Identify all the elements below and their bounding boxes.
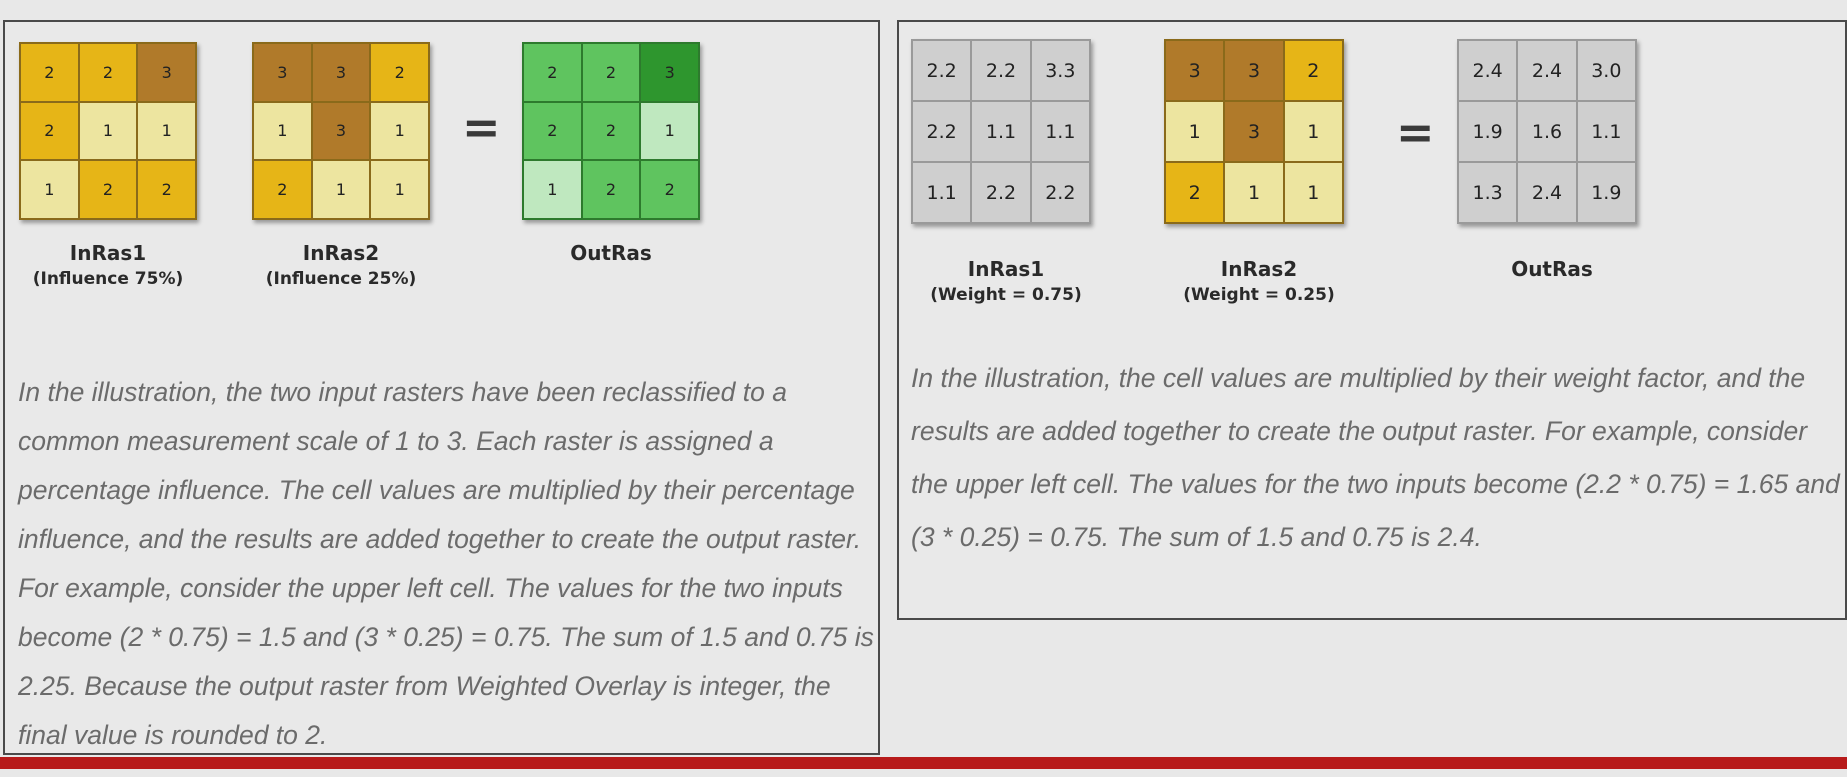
left-inras1-grid-cell: 2 bbox=[21, 102, 78, 160]
right-inras1-grid-cell: 2.2 bbox=[913, 102, 971, 161]
right-inras2-grid-cell: 1 bbox=[1284, 163, 1342, 222]
right-inras1-grid-cell: 2.2 bbox=[1031, 163, 1089, 222]
right-inras2-grid-cell: 3 bbox=[1225, 41, 1283, 100]
right-outras-grid-cell: 1.6 bbox=[1518, 102, 1576, 161]
left-inras2-grid-cell: 2 bbox=[371, 44, 428, 101]
right-outras-grid-cell: 2.4 bbox=[1518, 41, 1576, 100]
right-outras-grid-cell: 1.9 bbox=[1577, 163, 1635, 222]
right-outras-grid-cell: 1.1 bbox=[1577, 102, 1635, 161]
right-inras1-grid-cell: 3.3 bbox=[1031, 41, 1089, 100]
right-inras2-name: InRas2 bbox=[1220, 257, 1298, 281]
left-inras2-grid-cell: 3 bbox=[254, 44, 311, 101]
right-inras2-grid-cell: 3 bbox=[1225, 102, 1283, 161]
right-inras2-grid-cell: 1 bbox=[1225, 163, 1283, 222]
left-inras2-name: InRas2 bbox=[302, 241, 380, 265]
bottom-accent-bar bbox=[0, 757, 1847, 769]
right-outras-grid-cell: 2.4 bbox=[1459, 41, 1517, 100]
left-outras-grid-cell: 2 bbox=[582, 102, 640, 160]
right-inras2-grid-cell: 2 bbox=[1166, 163, 1224, 222]
right-inras2-grid-cell: 2 bbox=[1284, 41, 1342, 100]
right-inras1-grid-cell: 1.1 bbox=[913, 163, 971, 222]
left-outras-grid-cell: 2 bbox=[582, 161, 640, 218]
left-outras-grid-cell: 3 bbox=[641, 44, 698, 101]
left-inras1-label: InRas1 (Influence 75%) bbox=[19, 241, 197, 289]
right-inras1-grid: 2.2 2.2 3.3 2.2 1.1 1.1 1.1 2.2 2.2 bbox=[911, 39, 1091, 224]
right-outras-grid-cell: 1.3 bbox=[1459, 163, 1517, 222]
right-inras2-grid-cell: 1 bbox=[1284, 102, 1342, 161]
right-inras2-grid-cell: 3 bbox=[1166, 41, 1224, 100]
right-inras1-grid-cell: 1.1 bbox=[1031, 102, 1089, 161]
left-equals-sign: = bbox=[462, 100, 501, 154]
left-outras-name: OutRas bbox=[570, 241, 652, 265]
left-outras-grid-cell: 2 bbox=[582, 44, 640, 101]
left-outras-grid-cell: 1 bbox=[524, 161, 581, 218]
right-outras-grid-cell: 2.4 bbox=[1518, 163, 1576, 222]
right-inras1-name: InRas1 bbox=[967, 257, 1045, 281]
left-explanation-paragraph: In the illustration, the two input raste… bbox=[18, 377, 874, 750]
left-inras1-grid-cell: 2 bbox=[79, 161, 137, 218]
left-inras1-sub: (Influence 75%) bbox=[32, 269, 184, 289]
right-outras-grid-cell: 1.9 bbox=[1459, 102, 1517, 161]
left-inras2-grid-cell: 3 bbox=[312, 44, 370, 101]
left-inras1-grid-cell: 2 bbox=[79, 44, 137, 101]
left-inras2-grid-cell: 2 bbox=[254, 161, 311, 218]
left-inras1-grid-cell: 1 bbox=[79, 102, 137, 160]
left-inras2-grid-cell: 1 bbox=[312, 161, 370, 218]
right-inras1-grid-cell: 2.2 bbox=[972, 163, 1030, 222]
left-inras2-grid-cell: 1 bbox=[371, 102, 428, 160]
left-inras1-grid-cell: 2 bbox=[138, 161, 195, 218]
left-outras-grid-cell: 2 bbox=[524, 102, 581, 160]
left-outras-grid-cell: 2 bbox=[641, 161, 698, 218]
right-inras1-sub: (Weight = 0.75) bbox=[930, 285, 1082, 305]
left-inras2-grid-cell: 1 bbox=[254, 102, 311, 160]
left-inras2-grid-cell: 1 bbox=[371, 161, 428, 218]
left-outras-label: OutRas bbox=[522, 241, 700, 265]
left-inras2-label: InRas2 (Influence 25%) bbox=[252, 241, 430, 289]
left-inras1-grid-cell: 2 bbox=[21, 44, 78, 101]
right-inras1-grid-cell: 2.2 bbox=[972, 41, 1030, 100]
right-explanation-paragraph: In the illustration, the cell values are… bbox=[911, 363, 1840, 552]
left-inras2-grid-cell: 3 bbox=[312, 102, 370, 160]
right-outras-grid-cell: 3.0 bbox=[1577, 41, 1635, 100]
right-inras2-grid-cell: 1 bbox=[1166, 102, 1224, 161]
right-inras1-grid-cell: 2.2 bbox=[913, 41, 971, 100]
right-inras1-grid-cell: 1.1 bbox=[972, 102, 1030, 161]
left-outras-grid-cell: 2 bbox=[524, 44, 581, 101]
right-equals-sign: = bbox=[1396, 105, 1435, 159]
left-inras1-grid-cell: 3 bbox=[138, 44, 195, 101]
right-outras-grid: 2.4 2.4 3.0 1.9 1.6 1.1 1.3 2.4 1.9 bbox=[1457, 39, 1637, 224]
left-inras1-grid-cell: 1 bbox=[138, 102, 195, 160]
right-inras2-sub: (Weight = 0.25) bbox=[1183, 285, 1335, 305]
right-inras2-label: InRas2 (Weight = 0.25) bbox=[1164, 257, 1354, 305]
left-outras-grid-cell: 1 bbox=[641, 102, 698, 160]
left-inras1-grid-cell: 1 bbox=[21, 161, 78, 218]
left-inras1-name: InRas1 bbox=[69, 241, 147, 265]
right-inras1-label: InRas1 (Weight = 0.75) bbox=[911, 257, 1101, 305]
right-outras-label: OutRas bbox=[1457, 257, 1647, 281]
left-inras2-sub: (Influence 25%) bbox=[265, 269, 417, 289]
right-outras-name: OutRas bbox=[1511, 257, 1593, 281]
